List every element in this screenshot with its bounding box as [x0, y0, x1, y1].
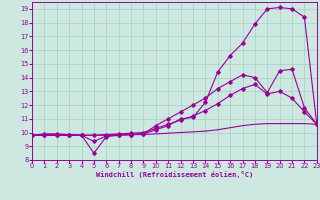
X-axis label: Windchill (Refroidissement éolien,°C): Windchill (Refroidissement éolien,°C): [96, 171, 253, 178]
